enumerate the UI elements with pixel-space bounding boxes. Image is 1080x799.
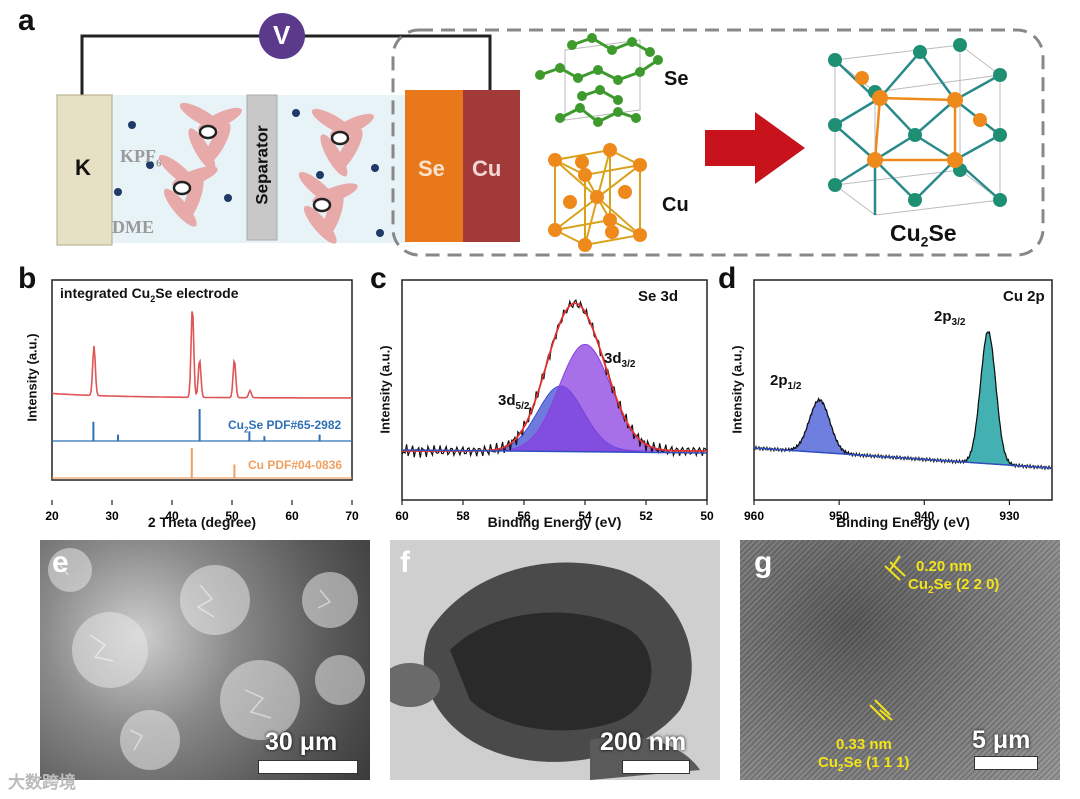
separator-label-box: Separator <box>247 95 277 240</box>
se3d-peak2-label: 3d3/2 <box>604 350 636 370</box>
hrtem-d1-plane: Cu2Se (2 2 0) <box>908 576 1000 596</box>
cu2p-background-line <box>753 447 1053 469</box>
se3d-frame <box>401 279 708 501</box>
tem-texture <box>390 562 700 780</box>
tem-image: f 200 nm <box>390 540 720 780</box>
xrd-xtick-label: 20 <box>45 509 59 523</box>
solvated-cluster-3 <box>311 108 374 177</box>
hrtem-scale-label: 5 μm <box>972 726 1031 754</box>
anode-label: K <box>75 155 91 180</box>
cu2p-peak2-label: 2p3/2 <box>934 308 966 328</box>
panel-label-g: g <box>754 546 773 579</box>
cu2p-xtick-label: 930 <box>999 509 1019 523</box>
xrd-xtick-label: 70 <box>345 509 359 523</box>
solvated-cluster-4 <box>298 172 358 244</box>
panel-label-f: f <box>400 546 410 579</box>
cathode-se-label: Se <box>418 156 445 181</box>
hrtem-image: g 0.20 nm Cu2Se (2 2 0) 0.33 nm Cu2Se (1… <box>740 540 1060 780</box>
separator-label: Separator <box>252 125 272 205</box>
voltmeter-icon <box>259 13 305 59</box>
k-electrode <box>56 94 113 246</box>
xrd-legend: integrated Cu2Se electrode <box>60 285 239 304</box>
solvated-cluster-2 <box>158 155 218 227</box>
se3d-xlabel: Binding Energy (eV) <box>487 514 622 530</box>
cu2p-peak1-label: 2p1/2 <box>770 372 802 392</box>
se3d-ylabel: Intensity (a.u.) <box>377 345 393 434</box>
se-block <box>405 90 463 242</box>
sem-image: e 30 μm <box>40 540 370 780</box>
dashed-box <box>391 28 1045 257</box>
se-crystal-icon <box>535 33 663 127</box>
xrd-frame <box>51 279 353 481</box>
sem-scale-bar <box>258 760 358 774</box>
voltmeter-label: V <box>273 20 291 50</box>
cathode-cu-label: Cu <box>472 156 502 181</box>
cu2p-xtick-label: 950 <box>829 509 849 523</box>
tem-scale-label: 200 nm <box>600 728 687 756</box>
xrd-ref1-label: Cu2Se PDF#65-2982 <box>228 418 342 435</box>
cu2p-frame <box>753 279 1053 501</box>
wire-left <box>80 34 262 100</box>
cu2p-raw-line <box>753 331 1053 471</box>
cu2se-crystal-icon <box>828 38 1007 216</box>
xrd-pattern-line <box>51 311 352 399</box>
xrd-chart: 20 30 40 50 60 70 <box>45 279 359 523</box>
se3d-peak-3-2 <box>402 343 707 452</box>
reaction-arrow-icon <box>705 112 805 184</box>
tem-scale-bar <box>622 760 690 774</box>
se3d-xtick-label: 60 <box>395 509 409 523</box>
sem-texture <box>48 548 365 770</box>
xrd-xtick-label: 30 <box>105 509 119 523</box>
xrd-xtick-label: 50 <box>225 509 239 523</box>
wire-right <box>302 34 492 100</box>
xrd-xtick-label: 60 <box>285 509 299 523</box>
se3d-xtick-label: 58 <box>456 509 470 523</box>
panel-label-c: c <box>370 262 387 295</box>
crystal-cu-label: Cu <box>662 194 689 216</box>
cu2p-xtick-label: 940 <box>914 509 934 523</box>
cu-block <box>463 90 520 242</box>
xrd-ref2-label: Cu PDF#04-0836 <box>248 458 343 472</box>
watermark: 大数跨境 <box>8 773 76 792</box>
sem-scale-label: 30 μm <box>265 728 338 756</box>
crystal-se-label: Se <box>664 68 689 90</box>
solvated-cluster-1 <box>179 102 242 171</box>
hrtem-annotations <box>869 555 906 721</box>
se3d-xtick-label: 50 <box>700 509 714 523</box>
cu2p-xlabel: Binding Energy (eV) <box>836 514 970 530</box>
cu2p-title: Cu 2p <box>1003 288 1045 305</box>
hrtem-scale-bar <box>974 756 1038 770</box>
battery-schematic <box>55 13 1045 257</box>
se3d-peak1-label: 3d5/2 <box>498 392 530 412</box>
panel-label-a: a <box>18 4 35 37</box>
cu2p-xtick-label: 960 <box>744 509 764 523</box>
separator-block <box>246 94 278 241</box>
solvent-label: DME <box>112 217 154 237</box>
se3d-xtick-label: 56 <box>517 509 531 523</box>
panel-label-b: b <box>18 262 37 295</box>
se3d-xtick-label: 52 <box>639 509 653 523</box>
product-label: Cu2Se <box>890 220 957 250</box>
se3d-chart: 60 58 56 54 52 50 <box>395 279 714 523</box>
se3d-xtick-label: 54 <box>578 509 592 523</box>
se3d-title: Se 3d <box>638 288 679 305</box>
electrolyte-salt-label: KPF6 <box>120 146 162 170</box>
cu2p-chart: 960 950 940 930 <box>744 279 1053 523</box>
xrd-xtick-label: 40 <box>165 509 179 523</box>
hrtem-d2-label: 0.33 nm <box>836 736 892 753</box>
xrd-xlabel: 2 Theta (degree) <box>147 514 257 530</box>
xrd-ylabel: Intensity (a.u.) <box>24 333 40 422</box>
cu2p-ylabel: Intensity (a.u.) <box>729 345 745 434</box>
se3d-background-line <box>401 449 708 454</box>
panel-label-e: e <box>52 546 69 579</box>
panel-label-d: d <box>718 262 737 295</box>
cu-crystal-icon <box>548 143 647 252</box>
hrtem-d1-label: 0.20 nm <box>916 558 972 575</box>
hrtem-d2-plane: Cu2Se (1 1 1) <box>818 754 910 774</box>
